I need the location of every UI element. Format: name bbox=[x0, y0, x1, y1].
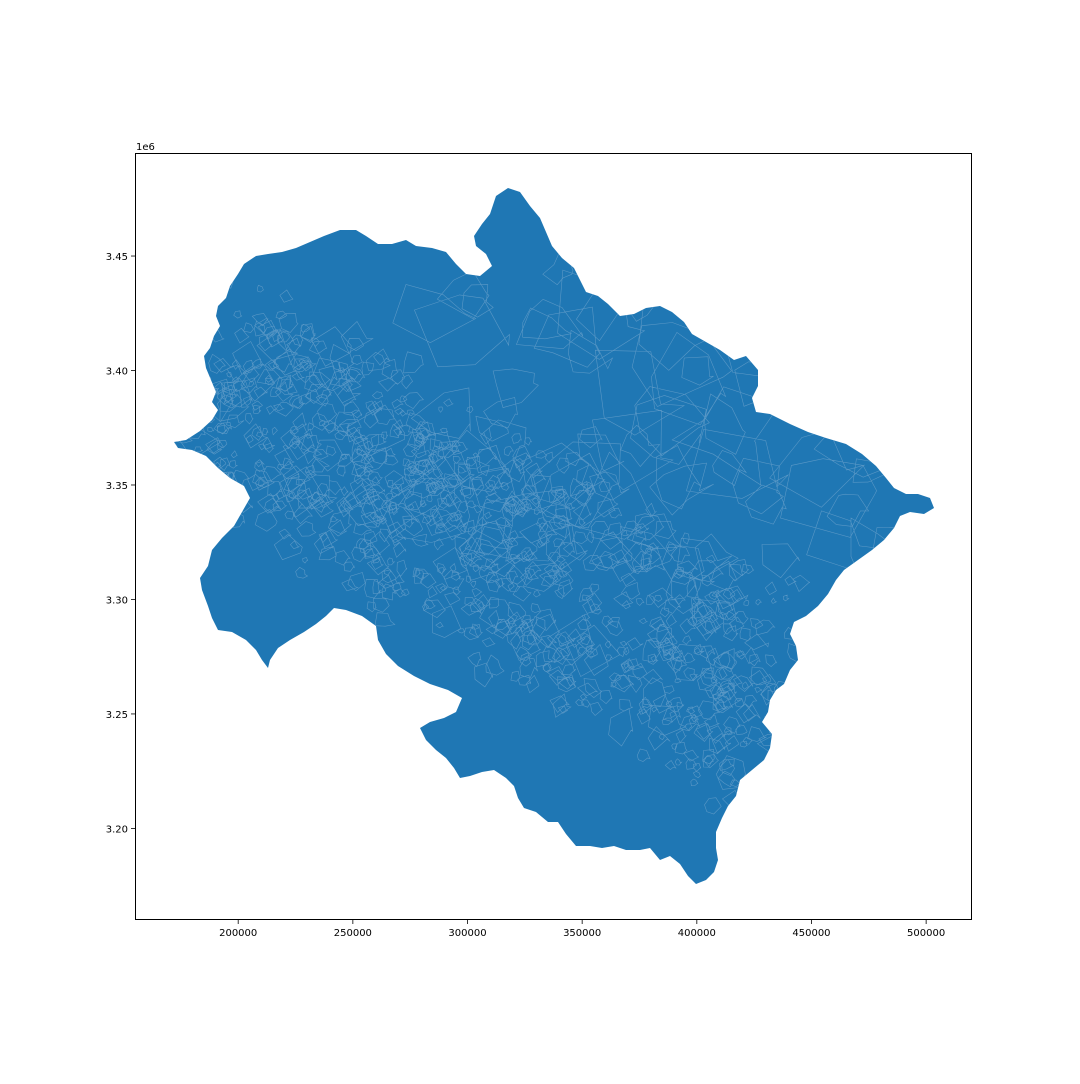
map-layer bbox=[174, 188, 934, 884]
y-tick-label: 3.45 bbox=[106, 252, 128, 263]
x-tick-label: 250000 bbox=[334, 928, 372, 939]
axes-frame bbox=[135, 153, 972, 920]
y-offset-label: 1e6 bbox=[136, 142, 155, 153]
x-tick-label: 500000 bbox=[907, 928, 945, 939]
x-tick-label: 450000 bbox=[792, 928, 830, 939]
x-tick-label: 400000 bbox=[678, 928, 716, 939]
x-axis: 200000 250000 300000 350000 400000 450000 5000… bbox=[219, 920, 945, 939]
internal-boundaries bbox=[174, 205, 934, 816]
y-tick-label: 3.40 bbox=[106, 367, 128, 378]
y-axis: 3.20 3.25 3.30 3.35 3.40 3.45 bbox=[106, 252, 135, 835]
x-tick-label: 300000 bbox=[448, 928, 486, 939]
y-tick-label: 3.30 bbox=[106, 595, 128, 606]
x-tick-label: 200000 bbox=[219, 928, 257, 939]
y-tick-label: 3.35 bbox=[106, 481, 128, 492]
boundary-mesh bbox=[174, 205, 934, 816]
y-tick-label: 3.20 bbox=[106, 824, 128, 835]
y-tick-label: 3.25 bbox=[106, 710, 128, 721]
x-tick-label: 350000 bbox=[563, 928, 601, 939]
